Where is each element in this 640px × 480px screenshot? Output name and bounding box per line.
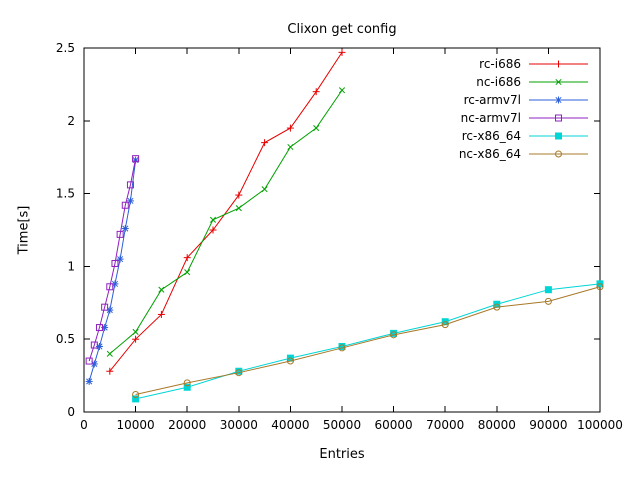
series-line: [135, 283, 601, 400]
x-tick-label: 60000: [375, 418, 413, 432]
chart-title: Clixon get config: [287, 22, 397, 37]
x-tick-label: 90000: [529, 418, 567, 432]
y-tick-label: 0.5: [56, 332, 75, 346]
x-tick-label: 100000: [577, 418, 623, 432]
series-line: [109, 52, 343, 372]
x-tick-label: 30000: [220, 418, 258, 432]
series-rc-i686: [106, 48, 346, 375]
y-tick-label: 2.5: [56, 41, 75, 55]
x-axis-label: Entries: [319, 447, 365, 462]
series-nc-i686: [106, 87, 346, 357]
series-nc-armv7l: [85, 155, 140, 365]
legend-label: rc-x86_64: [462, 129, 521, 143]
legend-label: rc-i686: [479, 57, 521, 71]
legend-label: nc-x86_64: [459, 147, 521, 161]
y-tick-label: 1.5: [56, 187, 75, 201]
legend-label: rc-armv7l: [464, 93, 521, 107]
x-tick-label: 50000: [323, 418, 361, 432]
legend: rc-i686 nc-i686 rc-armv7l nc-armv7l rc-x86_6…: [459, 57, 588, 161]
plot-border: [83, 47, 601, 413]
series-line: [109, 89, 343, 355]
series-nc-x86_64: [132, 283, 604, 399]
series-line: [88, 158, 137, 362]
x-tick-label: 0: [80, 418, 88, 432]
x-tick-label: 80000: [478, 418, 516, 432]
y-tick-label: 1: [67, 259, 75, 273]
series-line: [135, 286, 601, 396]
legend-label: nc-armv7l: [461, 111, 521, 125]
legend-label: nc-i686: [476, 75, 521, 89]
x-tick-label: 10000: [117, 418, 155, 432]
y-tick-label: 2: [67, 114, 75, 128]
x-tick-label: 70000: [426, 418, 464, 432]
y-tick-label: 0: [67, 405, 75, 419]
x-tick-label: 20000: [168, 418, 206, 432]
y-axis-label: Time[s]: [16, 205, 32, 255]
series-line: [88, 160, 137, 382]
x-tick-label: 40000: [271, 418, 309, 432]
series-rc-armv7l: [85, 156, 140, 385]
axis-ticks: 0 10000 20000 30000 40000 50000 60000 70000 8000…: [56, 41, 623, 432]
